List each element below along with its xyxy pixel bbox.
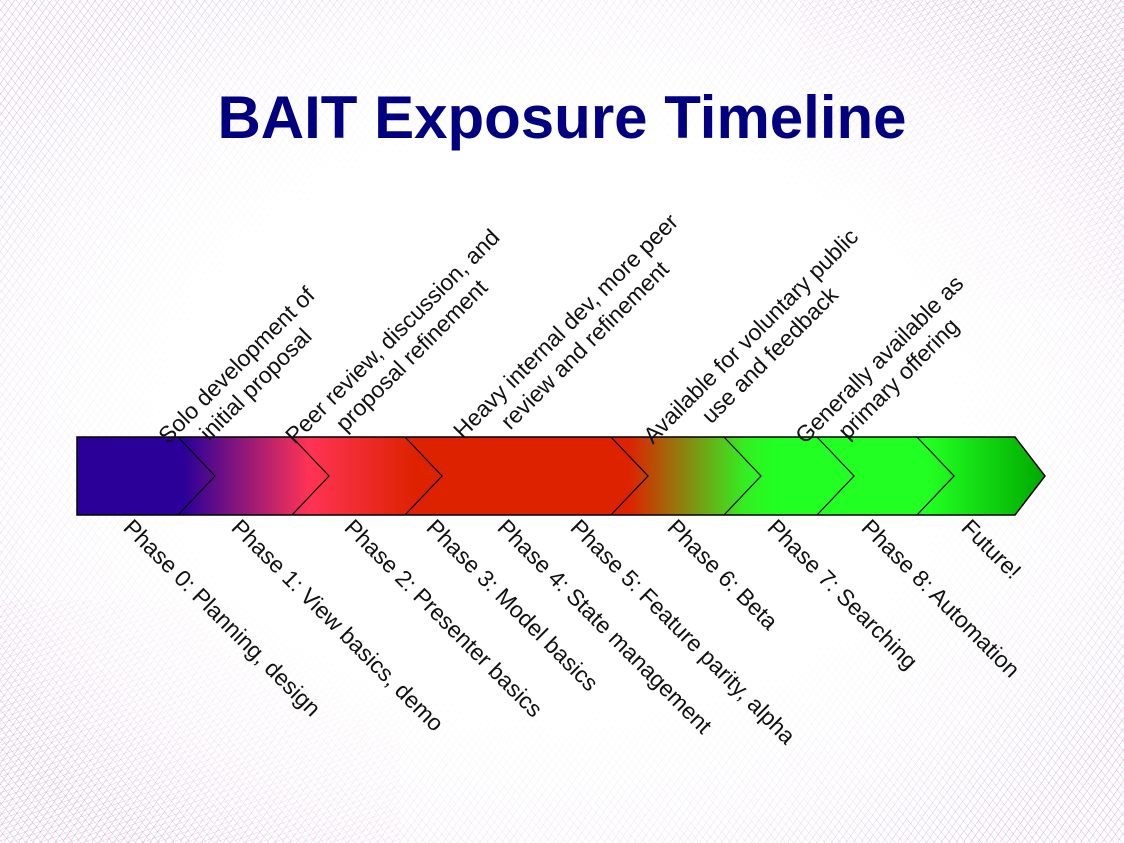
chevron-divider [291,436,330,516]
chevron-divider [610,436,649,516]
chevron-divider [916,436,955,516]
chevron-divider [404,436,443,516]
phase-chevron-dividers [177,436,955,516]
timeline-bar [76,436,1046,516]
slide-title: BAIT Exposure Timeline [217,84,907,151]
chevron-divider [816,436,855,516]
chevron-divider [723,436,762,516]
chevron-divider [177,436,216,516]
